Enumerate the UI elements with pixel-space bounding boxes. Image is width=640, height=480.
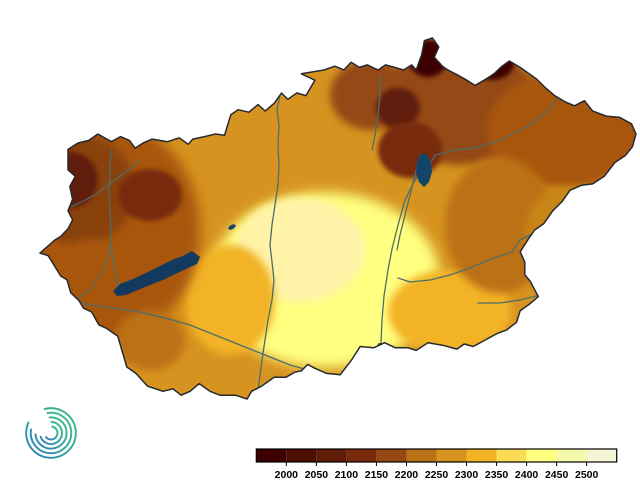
svg-text:2100: 2100	[335, 469, 359, 480]
svg-text:2250: 2250	[425, 469, 449, 480]
svg-text:2400: 2400	[515, 469, 539, 480]
svg-text:2350: 2350	[485, 469, 509, 480]
svg-text:2000: 2000	[275, 469, 299, 480]
svg-text:2500: 2500	[575, 469, 599, 480]
svg-text:2450: 2450	[545, 469, 569, 480]
svg-text:2150: 2150	[365, 469, 389, 480]
svg-text:2300: 2300	[455, 469, 479, 480]
svg-text:2050: 2050	[305, 469, 329, 480]
svg-text:2200: 2200	[395, 469, 419, 480]
